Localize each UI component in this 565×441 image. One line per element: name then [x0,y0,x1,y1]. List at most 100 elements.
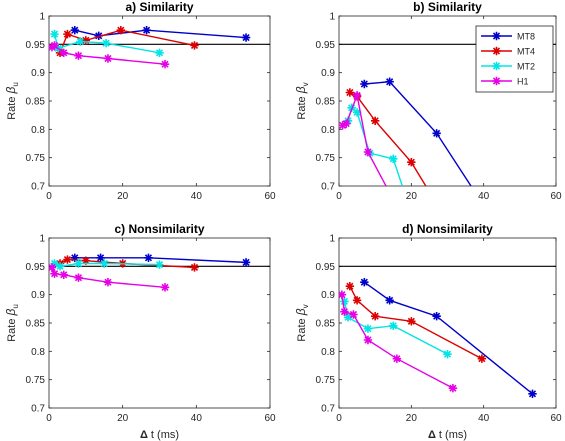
data-point-h1 [103,278,113,287]
x-tick-label: 60 [264,191,276,202]
y-axis-label: Rate βu [4,82,20,120]
y-tick-label: 0.85 [26,97,46,108]
panel-3: 0.7 0.75 0.8 0.85 0.9 0.95 1 0 20 40 60 d) Nonsimil… [294,222,562,441]
x-tick-label: 40 [478,413,490,424]
data-point-h1 [49,263,57,272]
y-tick-label: 0.85 [316,97,336,108]
data-point-h1 [363,335,373,345]
data-point-mt4 [477,354,487,363]
y-axis-label-symbol: β [4,87,18,95]
x-tick-label: 40 [191,413,203,424]
y-tick-label: 0.9 [31,290,45,301]
data-point-mt8 [94,31,103,41]
y-axis-label-text: Rate [6,316,18,342]
data-point-mt8 [385,77,394,86]
legend-marker-mt4 [492,46,501,56]
panel-2: 0.7 0.75 0.8 0.85 0.9 0.95 1 0 20 40 60 c) Nonsimil… [4,222,276,441]
data-point-mt8 [432,312,441,321]
series-line-mt8 [363,281,533,395]
data-point-mt8 [241,258,251,267]
legend-marker-h1 [492,76,501,86]
data-point-mt4 [345,88,355,97]
data-point-h1 [50,269,59,278]
data-point-mt4 [407,158,416,167]
y-tick-label: 0.85 [316,319,336,330]
legend-label-mt2: MT2 [517,62,535,72]
data-point-mt2 [443,349,452,359]
panel-0: 0.7 0.75 0.8 0.85 0.9 0.95 1 0 20 40 60 a) Similari… [4,0,276,202]
y-axis-label: Rate βv [294,304,310,341]
y-axis-label-symbol: β [294,86,308,94]
y-tick-label: 1 [329,234,335,245]
x-axis-label-delta: Δ [428,429,436,441]
series-group [339,77,472,186]
data-point-h1 [50,41,59,50]
data-point-mt2 [55,262,65,271]
legend-label-mt8: MT8 [517,32,535,42]
data-point-mt4 [352,296,362,305]
y-tick-label: 0.95 [316,40,336,51]
y-axis-label: Rate βu [4,304,20,342]
data-point-mt2 [340,297,349,306]
y-tick-label: 0.9 [321,290,335,301]
data-point-mt8 [360,278,369,287]
data-point-mt8 [142,25,151,35]
data-point-h1 [392,354,402,363]
y-axis-label-subscript: v [301,304,310,308]
data-point-mt2 [101,39,111,48]
y-tick-label: 0.7 [321,182,335,193]
data-point-mt2 [343,313,353,322]
data-point-mt4 [370,116,380,126]
data-point-mt2 [389,321,398,331]
x-tick-label: 0 [336,191,342,202]
data-point-h1 [349,310,358,319]
y-axis-label-symbol: β [294,308,308,316]
y-tick-label: 0.7 [321,404,335,415]
panel-title: a) Similarity [125,0,193,14]
data-point-h1 [363,147,373,157]
x-axis-label: Δ t (ms) [140,429,179,441]
y-tick-label: 0.7 [31,404,45,415]
y-tick-label: 1 [329,12,335,23]
data-point-mt2 [352,108,362,117]
data-point-h1 [103,54,113,63]
y-tick-label: 0.7 [31,182,45,193]
x-tick-label: 20 [406,191,418,202]
y-tick-label: 0.95 [316,262,336,273]
y-tick-label: 0.9 [31,68,45,79]
data-point-mt2 [363,324,373,333]
x-axis-label: Δ t (ms) [428,429,467,441]
y-axis-label-text: Rate [296,315,308,341]
data-point-mt8 [96,253,105,263]
data-point-h1 [74,51,83,60]
data-point-mt8 [144,253,153,263]
x-tick-label: 60 [550,413,562,424]
x-tick-label: 0 [46,191,52,202]
panel-title: d) Nonsimilarity [402,222,493,236]
x-axis-label-delta: Δ [140,429,148,441]
x-axis-label-text: t (ms) [436,429,467,441]
legend-marker-mt8 [492,31,501,41]
data-point-mt4 [63,255,72,264]
data-point-h1 [352,91,362,100]
data-point-h1 [74,273,83,282]
y-tick-label: 0.95 [26,262,46,273]
y-tick-label: 0.75 [316,375,336,386]
y-tick-label: 0.75 [316,153,336,164]
y-axis-label-subscript: v [301,82,310,86]
data-point-mt2 [389,154,398,163]
data-point-mt4 [190,41,199,50]
data-point-mt4 [190,263,199,272]
series-group [49,25,251,69]
series-group [339,278,537,399]
data-point-mt4 [63,29,72,39]
y-tick-label: 0.75 [26,153,46,164]
plot-area [338,237,557,409]
y-axis-label-subscript: u [11,304,20,308]
legend-label-mt4: MT4 [517,47,535,57]
data-point-h1 [342,119,351,128]
y-axis-label-text: Rate [6,94,18,120]
data-point-mt2 [74,259,83,268]
y-tick-label: 0.95 [26,40,46,51]
